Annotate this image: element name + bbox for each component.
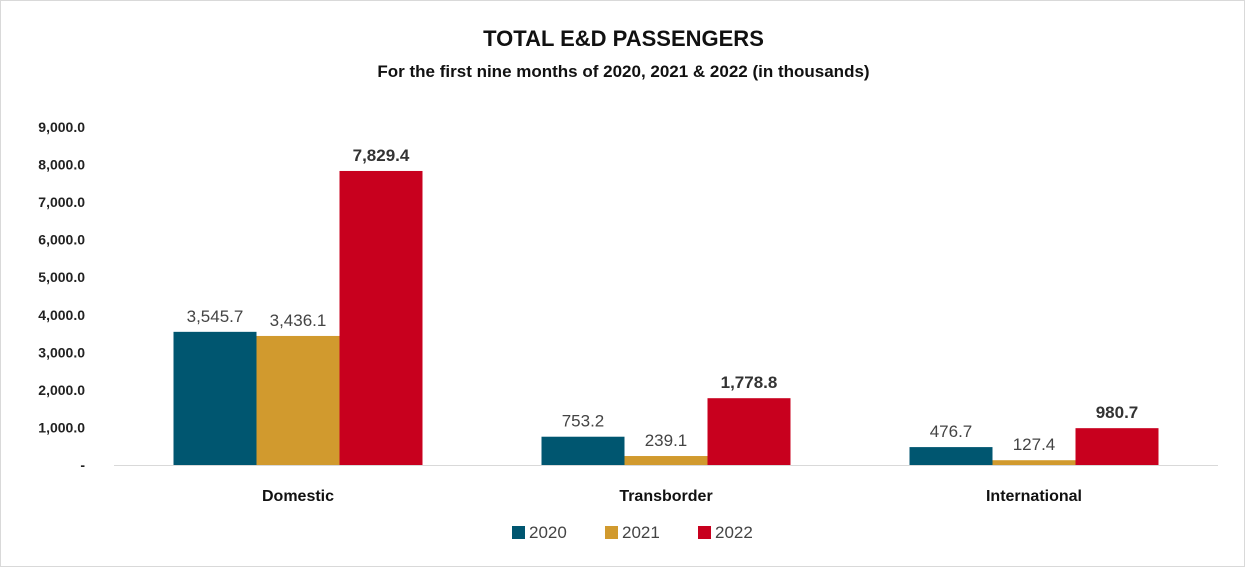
bar-2021-transborder (624, 456, 708, 465)
bar-2021-international (992, 460, 1076, 465)
y-tick-label: 9,000.0 (38, 119, 85, 135)
y-tick-label: 3,000.0 (38, 344, 85, 360)
data-label: 3,436.1 (270, 311, 327, 330)
data-label: 1,778.8 (721, 373, 778, 392)
chart-subtitle: For the first nine months of 2020, 2021 … (377, 62, 870, 81)
legend-swatch-2021 (605, 526, 618, 539)
bar-2022-international (1075, 428, 1159, 465)
bar-2022-transborder (707, 398, 791, 465)
bar-2020-domestic (173, 331, 257, 465)
y-tick-label: 8,000.0 (38, 157, 85, 173)
y-tick-label: - (80, 457, 85, 473)
data-label: 3,545.7 (187, 307, 244, 326)
y-tick-label: 7,000.0 (38, 194, 85, 210)
data-label: 239.1 (645, 431, 688, 450)
x-category-label: Transborder (619, 488, 712, 505)
data-label: 127.4 (1013, 435, 1056, 454)
legend-swatch-2022 (698, 526, 711, 539)
data-label: 7,829.4 (353, 146, 410, 165)
legend-label: 2020 (529, 523, 567, 542)
y-tick-label: 2,000.0 (38, 382, 85, 398)
data-label: 753.2 (562, 412, 605, 431)
data-label: 476.7 (930, 422, 973, 441)
legend-swatch-2020 (512, 526, 525, 539)
legend-label: 2021 (622, 523, 660, 542)
bar-2020-international (909, 447, 993, 465)
bar-2022-domestic (339, 170, 423, 466)
y-tick-label: 6,000.0 (38, 232, 85, 248)
legend-label: 2022 (715, 523, 753, 542)
bar-2021-domestic (256, 335, 340, 465)
y-tick-label: 5,000.0 (38, 269, 85, 285)
data-label: 980.7 (1096, 403, 1139, 422)
chart-title: TOTAL E&D PASSENGERS (483, 26, 764, 51)
x-category-label: International (986, 488, 1082, 505)
y-tick-label: 4,000.0 (38, 307, 85, 323)
x-category-label: Domestic (262, 488, 334, 505)
bar-2020-transborder (541, 436, 625, 465)
y-tick-label: 1,000.0 (38, 419, 85, 435)
